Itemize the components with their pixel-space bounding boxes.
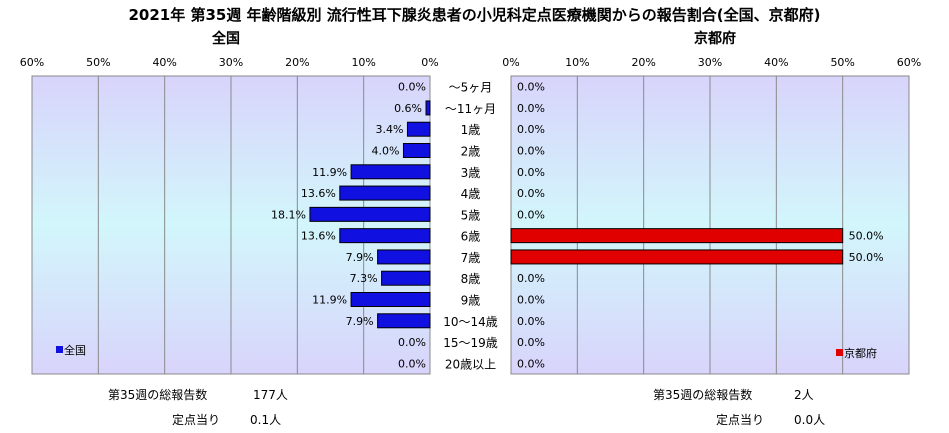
category-label: 4歳 bbox=[461, 187, 481, 201]
left-total-value: 177人 bbox=[253, 388, 288, 402]
right-bar-label: 0.0% bbox=[517, 166, 545, 179]
left-legend-swatch bbox=[56, 346, 63, 353]
left-bar bbox=[350, 164, 431, 180]
left-bar-label: 18.1% bbox=[271, 208, 306, 221]
right-bar bbox=[510, 249, 844, 265]
left-per-site-label: 定点当り bbox=[172, 413, 221, 427]
right-legend-swatch bbox=[836, 349, 843, 356]
category-label: 5歳 bbox=[461, 208, 481, 222]
category-label: ～5ヶ月 bbox=[449, 81, 493, 95]
right-legend-label: 京都府 bbox=[844, 346, 877, 360]
category-label: 15～19歳 bbox=[443, 336, 498, 350]
right-panel-title: 京都府 bbox=[694, 31, 736, 47]
left-bar-label: 0.0% bbox=[398, 336, 426, 349]
category-label: 3歳 bbox=[461, 166, 481, 180]
right-per-site-label: 定点当り bbox=[716, 413, 765, 427]
left-bar bbox=[377, 313, 431, 329]
left-bar-label: 7.3% bbox=[350, 272, 378, 285]
right-bar-label: 0.0% bbox=[517, 315, 545, 328]
right-x-tick-label: 30% bbox=[698, 56, 722, 69]
category-label: ～11ヶ月 bbox=[445, 102, 496, 116]
left-per-site-value: 0.1人 bbox=[250, 413, 282, 427]
left-bar bbox=[406, 121, 431, 137]
left-bar bbox=[339, 185, 431, 201]
right-bar-label: 0.0% bbox=[517, 336, 545, 349]
right-x-tick-label: 40% bbox=[764, 56, 788, 69]
right-bar-label: 0.0% bbox=[517, 208, 545, 221]
category-label: 1歳 bbox=[461, 123, 481, 137]
right-x-tick-label: 0% bbox=[502, 56, 519, 69]
left-bar bbox=[377, 249, 431, 265]
right-bar-label: 0.0% bbox=[517, 102, 545, 115]
category-label: 2歳 bbox=[461, 145, 481, 159]
right-x-tick-label: 50% bbox=[830, 56, 854, 69]
category-label: 8歳 bbox=[461, 272, 481, 286]
left-bar-label: 13.6% bbox=[301, 187, 336, 200]
left-bar bbox=[339, 228, 431, 244]
left-x-tick-label: 0% bbox=[421, 56, 438, 69]
right-bar-label: 0.0% bbox=[517, 145, 545, 158]
category-label: 20歳以上 bbox=[445, 357, 496, 371]
left-bar-label: 0.6% bbox=[394, 102, 422, 115]
left-bar-label: 13.6% bbox=[301, 230, 336, 243]
right-bar-label: 0.0% bbox=[517, 123, 545, 136]
left-bar-label: 3.4% bbox=[375, 123, 403, 136]
category-label: 7歳 bbox=[461, 251, 481, 265]
right-bar-label: 50.0% bbox=[849, 230, 884, 243]
left-x-tick-label: 30% bbox=[219, 56, 243, 69]
left-bar-label: 7.9% bbox=[346, 315, 374, 328]
category-label: 6歳 bbox=[461, 230, 481, 244]
left-bar-label: 0.0% bbox=[398, 81, 426, 94]
left-bar bbox=[425, 100, 431, 116]
left-x-tick-label: 50% bbox=[86, 56, 110, 69]
left-total-label: 第35週の総報告数 bbox=[108, 388, 208, 402]
left-bar-label: 7.9% bbox=[346, 251, 374, 264]
left-x-tick-label: 60% bbox=[20, 56, 44, 69]
right-bar bbox=[510, 228, 844, 244]
right-x-tick-label: 60% bbox=[897, 56, 921, 69]
right-bar-label: 0.0% bbox=[517, 187, 545, 200]
right-total-value: 2人 bbox=[794, 388, 814, 402]
left-bar-label: 0.0% bbox=[398, 357, 426, 370]
left-bar bbox=[381, 270, 431, 286]
left-x-tick-label: 40% bbox=[152, 56, 176, 69]
left-x-tick-label: 10% bbox=[351, 56, 375, 69]
right-x-tick-label: 20% bbox=[631, 56, 655, 69]
right-bar-label: 0.0% bbox=[517, 272, 545, 285]
right-bar-label: 0.0% bbox=[517, 81, 545, 94]
right-x-tick-label: 10% bbox=[565, 56, 589, 69]
left-panel-title: 全国 bbox=[212, 31, 240, 47]
left-bar-label: 11.9% bbox=[312, 294, 347, 307]
right-bar-label: 0.0% bbox=[517, 357, 545, 370]
left-legend-label: 全国 bbox=[64, 343, 86, 357]
left-bar bbox=[402, 143, 431, 158]
category-label: 9歳 bbox=[461, 294, 481, 308]
right-per-site-value: 0.0人 bbox=[794, 413, 826, 427]
right-bar-label: 0.0% bbox=[517, 294, 545, 307]
right-bar-label: 50.0% bbox=[849, 251, 884, 264]
left-x-tick-label: 20% bbox=[285, 56, 309, 69]
left-bar bbox=[350, 292, 431, 307]
right-total-label: 第35週の総報告数 bbox=[653, 388, 753, 402]
left-bar bbox=[309, 206, 431, 222]
left-bar-label: 4.0% bbox=[372, 145, 400, 158]
left-bar-label: 11.9% bbox=[312, 166, 347, 179]
category-label: 10～14歳 bbox=[443, 315, 498, 329]
chart-title: 2021年 第35週 年齢階級別 流行性耳下腺炎患者の小児科定点医療機関からの報… bbox=[128, 6, 821, 24]
